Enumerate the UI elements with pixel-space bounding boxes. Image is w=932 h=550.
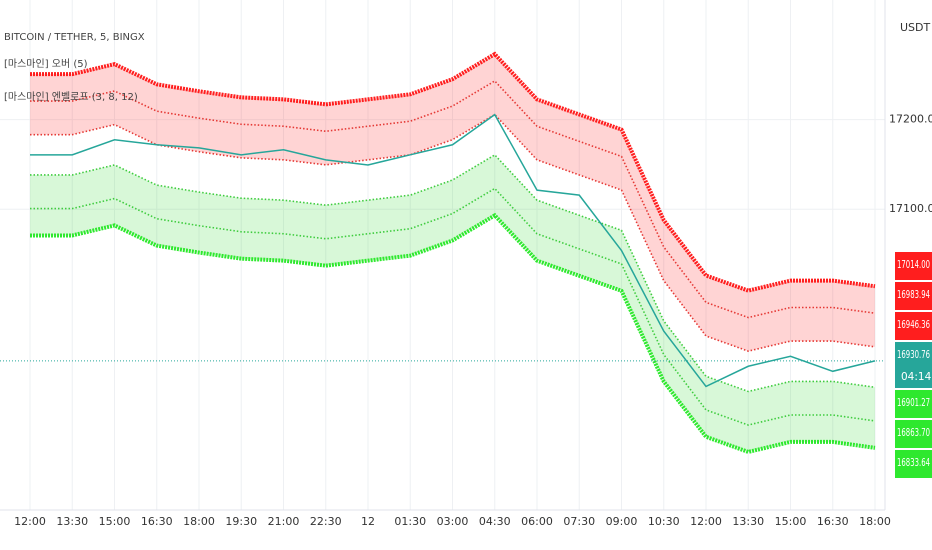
x-tick-label: 16:30 <box>817 515 849 528</box>
chart-title: BITCOIN / TETHER, 5, BINGX <box>4 32 145 43</box>
band-line <box>30 113 876 352</box>
band-line <box>30 51 876 293</box>
price-label-bg <box>895 312 932 340</box>
x-tick-label: 12:00 <box>14 515 46 528</box>
price-label: 16863.70 <box>897 427 930 439</box>
x-tick-label: 19:30 <box>225 515 257 528</box>
x-tick-label: 03:00 <box>437 515 469 528</box>
x-tick-label: 13:30 <box>56 515 88 528</box>
price-label: 17014.00 <box>897 259 930 271</box>
y-tick-label: 17100.00 <box>889 202 932 215</box>
price-label: 16901.27 <box>897 397 930 409</box>
price-label-bg <box>895 390 932 418</box>
price-label: 16833.64 <box>897 457 930 469</box>
x-tick-label: 09:00 <box>606 515 638 528</box>
currency-label: USDT <box>900 21 931 34</box>
countdown: 04:14 <box>901 371 932 383</box>
band-fill <box>30 54 875 352</box>
price-label: 16983.94 <box>897 289 930 301</box>
band-line <box>30 79 876 319</box>
plot-area <box>0 0 885 510</box>
price-label-bg <box>895 420 932 448</box>
band-line <box>30 187 876 426</box>
price-label-bg <box>895 252 932 280</box>
price-label-bg <box>895 342 932 388</box>
x-tick-label: 16:30 <box>141 515 173 528</box>
x-tick-label: 22:30 <box>310 515 342 528</box>
price-label: 16946.36 <box>897 319 930 331</box>
x-tick-label: 13:30 <box>732 515 764 528</box>
x-tick-label: 18:00 <box>859 515 891 528</box>
x-tick-label: 10:30 <box>648 515 680 528</box>
x-tick-label: 04:30 <box>479 515 511 528</box>
x-tick-label: 18:00 <box>183 515 215 528</box>
indicator-label: [마스마인] 엔벨로프 (3, 8, 12) <box>4 91 138 103</box>
price-line <box>30 113 876 388</box>
y-tick-label: 17200.00 <box>889 113 932 126</box>
band-line <box>30 212 876 455</box>
x-tick-label: 07:30 <box>563 515 595 528</box>
x-tick-label: 15:00 <box>775 515 807 528</box>
indicator-label: [마스마인] 오버 (5) <box>4 58 88 70</box>
x-tick-label: 12:00 <box>690 515 722 528</box>
x-tick-label: 21:00 <box>268 515 300 528</box>
price-label-bg <box>895 450 932 478</box>
x-tick-label: 06:00 <box>521 515 553 528</box>
x-tick-label: 15:00 <box>99 515 131 528</box>
band-line <box>30 153 876 393</box>
price-label: 16930.76 <box>897 349 930 361</box>
x-tick-label: 01:30 <box>394 515 426 528</box>
x-tick-label: 12 <box>361 515 375 528</box>
price-label-bg <box>895 282 932 310</box>
